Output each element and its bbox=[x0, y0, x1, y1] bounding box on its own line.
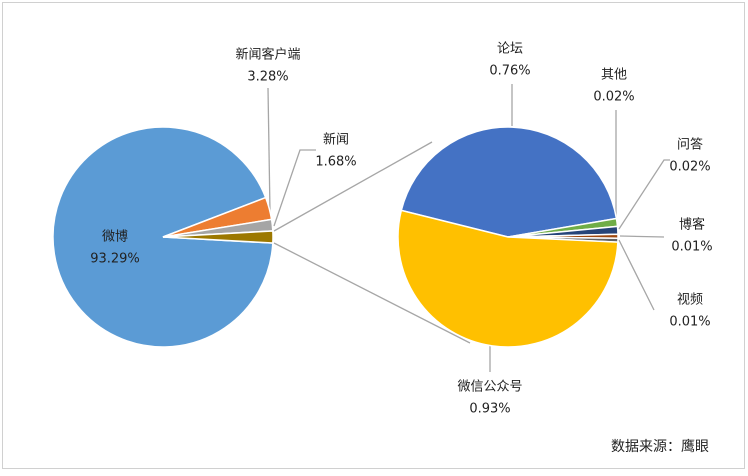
data-label-value: 0.02% bbox=[669, 160, 710, 175]
data-label-value: 0.02% bbox=[593, 90, 634, 105]
data-label-name: 问答 bbox=[677, 137, 703, 153]
connector-line bbox=[273, 242, 471, 344]
data-label-value: 0.01% bbox=[669, 315, 710, 330]
leader-lines bbox=[267, 84, 670, 372]
data-label-name: 博客 bbox=[679, 217, 705, 233]
data-label-name: 微信公众号 bbox=[457, 380, 522, 395]
data-label-value: 0.93% bbox=[469, 402, 510, 417]
pie-slice bbox=[400, 126, 618, 238]
data-label-value: 0.01% bbox=[671, 240, 712, 255]
data-label-name: 新闻客户端 bbox=[235, 47, 300, 63]
leader-line bbox=[618, 159, 670, 230]
data-label-value: 93.29% bbox=[90, 252, 140, 267]
data-label-name: 微博 bbox=[102, 230, 128, 245]
data-label-value: 3.28% bbox=[247, 70, 288, 85]
source-note: 数据来源：鹰眼 bbox=[611, 439, 709, 455]
leader-line bbox=[273, 149, 316, 227]
leader-line bbox=[619, 235, 665, 238]
data-label-value: 1.68% bbox=[315, 155, 356, 170]
pie-slice bbox=[52, 126, 274, 348]
leader-line bbox=[267, 87, 271, 213]
data-label-name: 论坛 bbox=[497, 42, 523, 57]
pie-slice-aggregate bbox=[162, 230, 274, 244]
connector-line bbox=[273, 141, 433, 232]
connectors bbox=[273, 141, 471, 344]
pie-slice bbox=[397, 209, 619, 348]
data-label-name: 新闻 bbox=[323, 132, 349, 148]
leader-line bbox=[618, 239, 655, 311]
data-label-name: 其他 bbox=[601, 68, 627, 83]
data-label-value: 0.76% bbox=[489, 64, 530, 79]
data-label-name: 视频 bbox=[677, 293, 703, 308]
